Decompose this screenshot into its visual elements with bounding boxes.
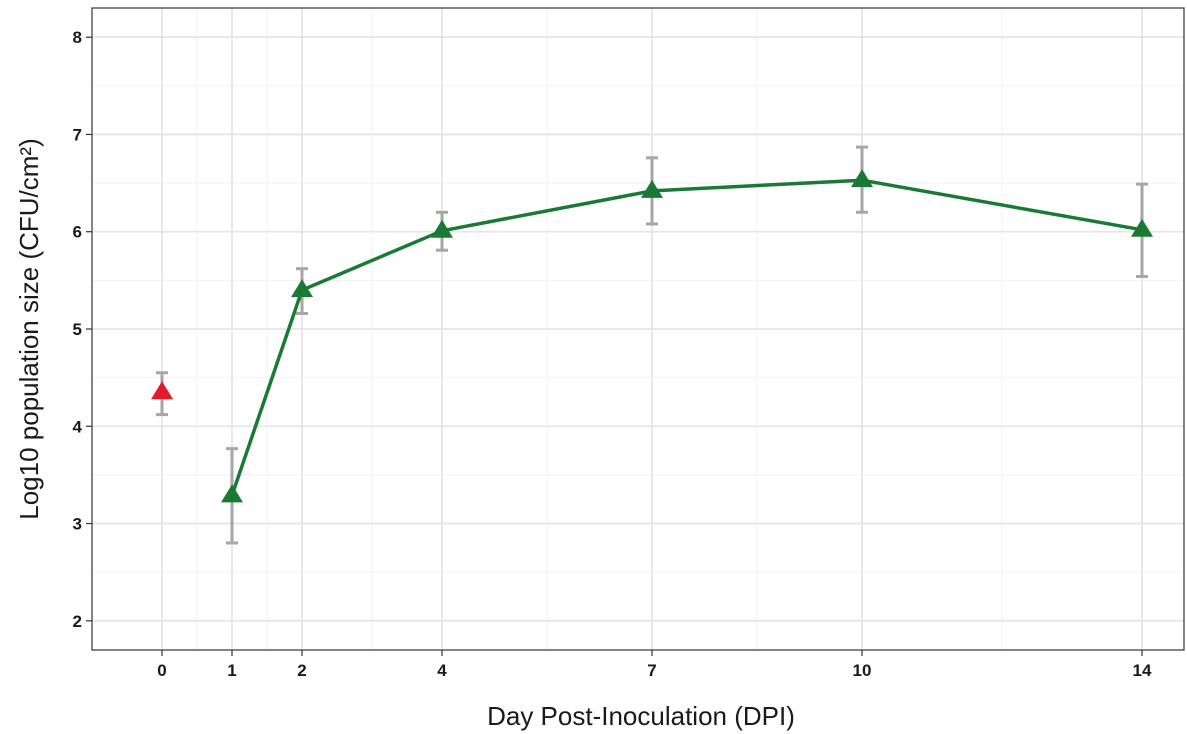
triangle-marker <box>1131 218 1153 237</box>
y-tick-label: 8 <box>73 28 82 47</box>
y-tick-label: 6 <box>73 223 82 242</box>
x-tick-label: 7 <box>647 661 656 680</box>
triangle-marker <box>851 169 873 188</box>
data-markers <box>151 169 1153 503</box>
y-tick-label: 3 <box>73 515 82 534</box>
series-lines <box>230 178 1143 496</box>
triangle-marker <box>291 279 313 298</box>
x-tick-label: 14 <box>1133 661 1152 680</box>
y-tick-labels: 2 3 4 5 6 7 8 <box>73 28 83 631</box>
x-tick-labels: 0 1 2 4 7 10 14 <box>157 661 1152 680</box>
x-tick-label: 0 <box>157 661 166 680</box>
y-tick-label: 5 <box>73 320 82 339</box>
y-tick-label: 7 <box>73 125 82 144</box>
axis-ticks <box>86 36 1143 656</box>
x-tick-label: 2 <box>297 661 306 680</box>
grid-major <box>92 8 1184 650</box>
series-line <box>230 178 1143 496</box>
triangle-marker <box>431 219 453 238</box>
y-tick-label: 4 <box>73 417 83 436</box>
triangle-marker <box>641 179 663 198</box>
triangle-marker <box>151 381 173 400</box>
x-tick-label: 4 <box>437 661 447 680</box>
x-axis-title: Day Post-Inoculation (DPI) <box>487 701 795 731</box>
triangle-marker <box>221 484 243 503</box>
y-axis-title: Log10 population size (CFU/cm²) <box>14 138 44 520</box>
x-tick-label: 1 <box>227 661 236 680</box>
x-tick-label: 10 <box>853 661 872 680</box>
y-tick-label: 2 <box>73 612 82 631</box>
